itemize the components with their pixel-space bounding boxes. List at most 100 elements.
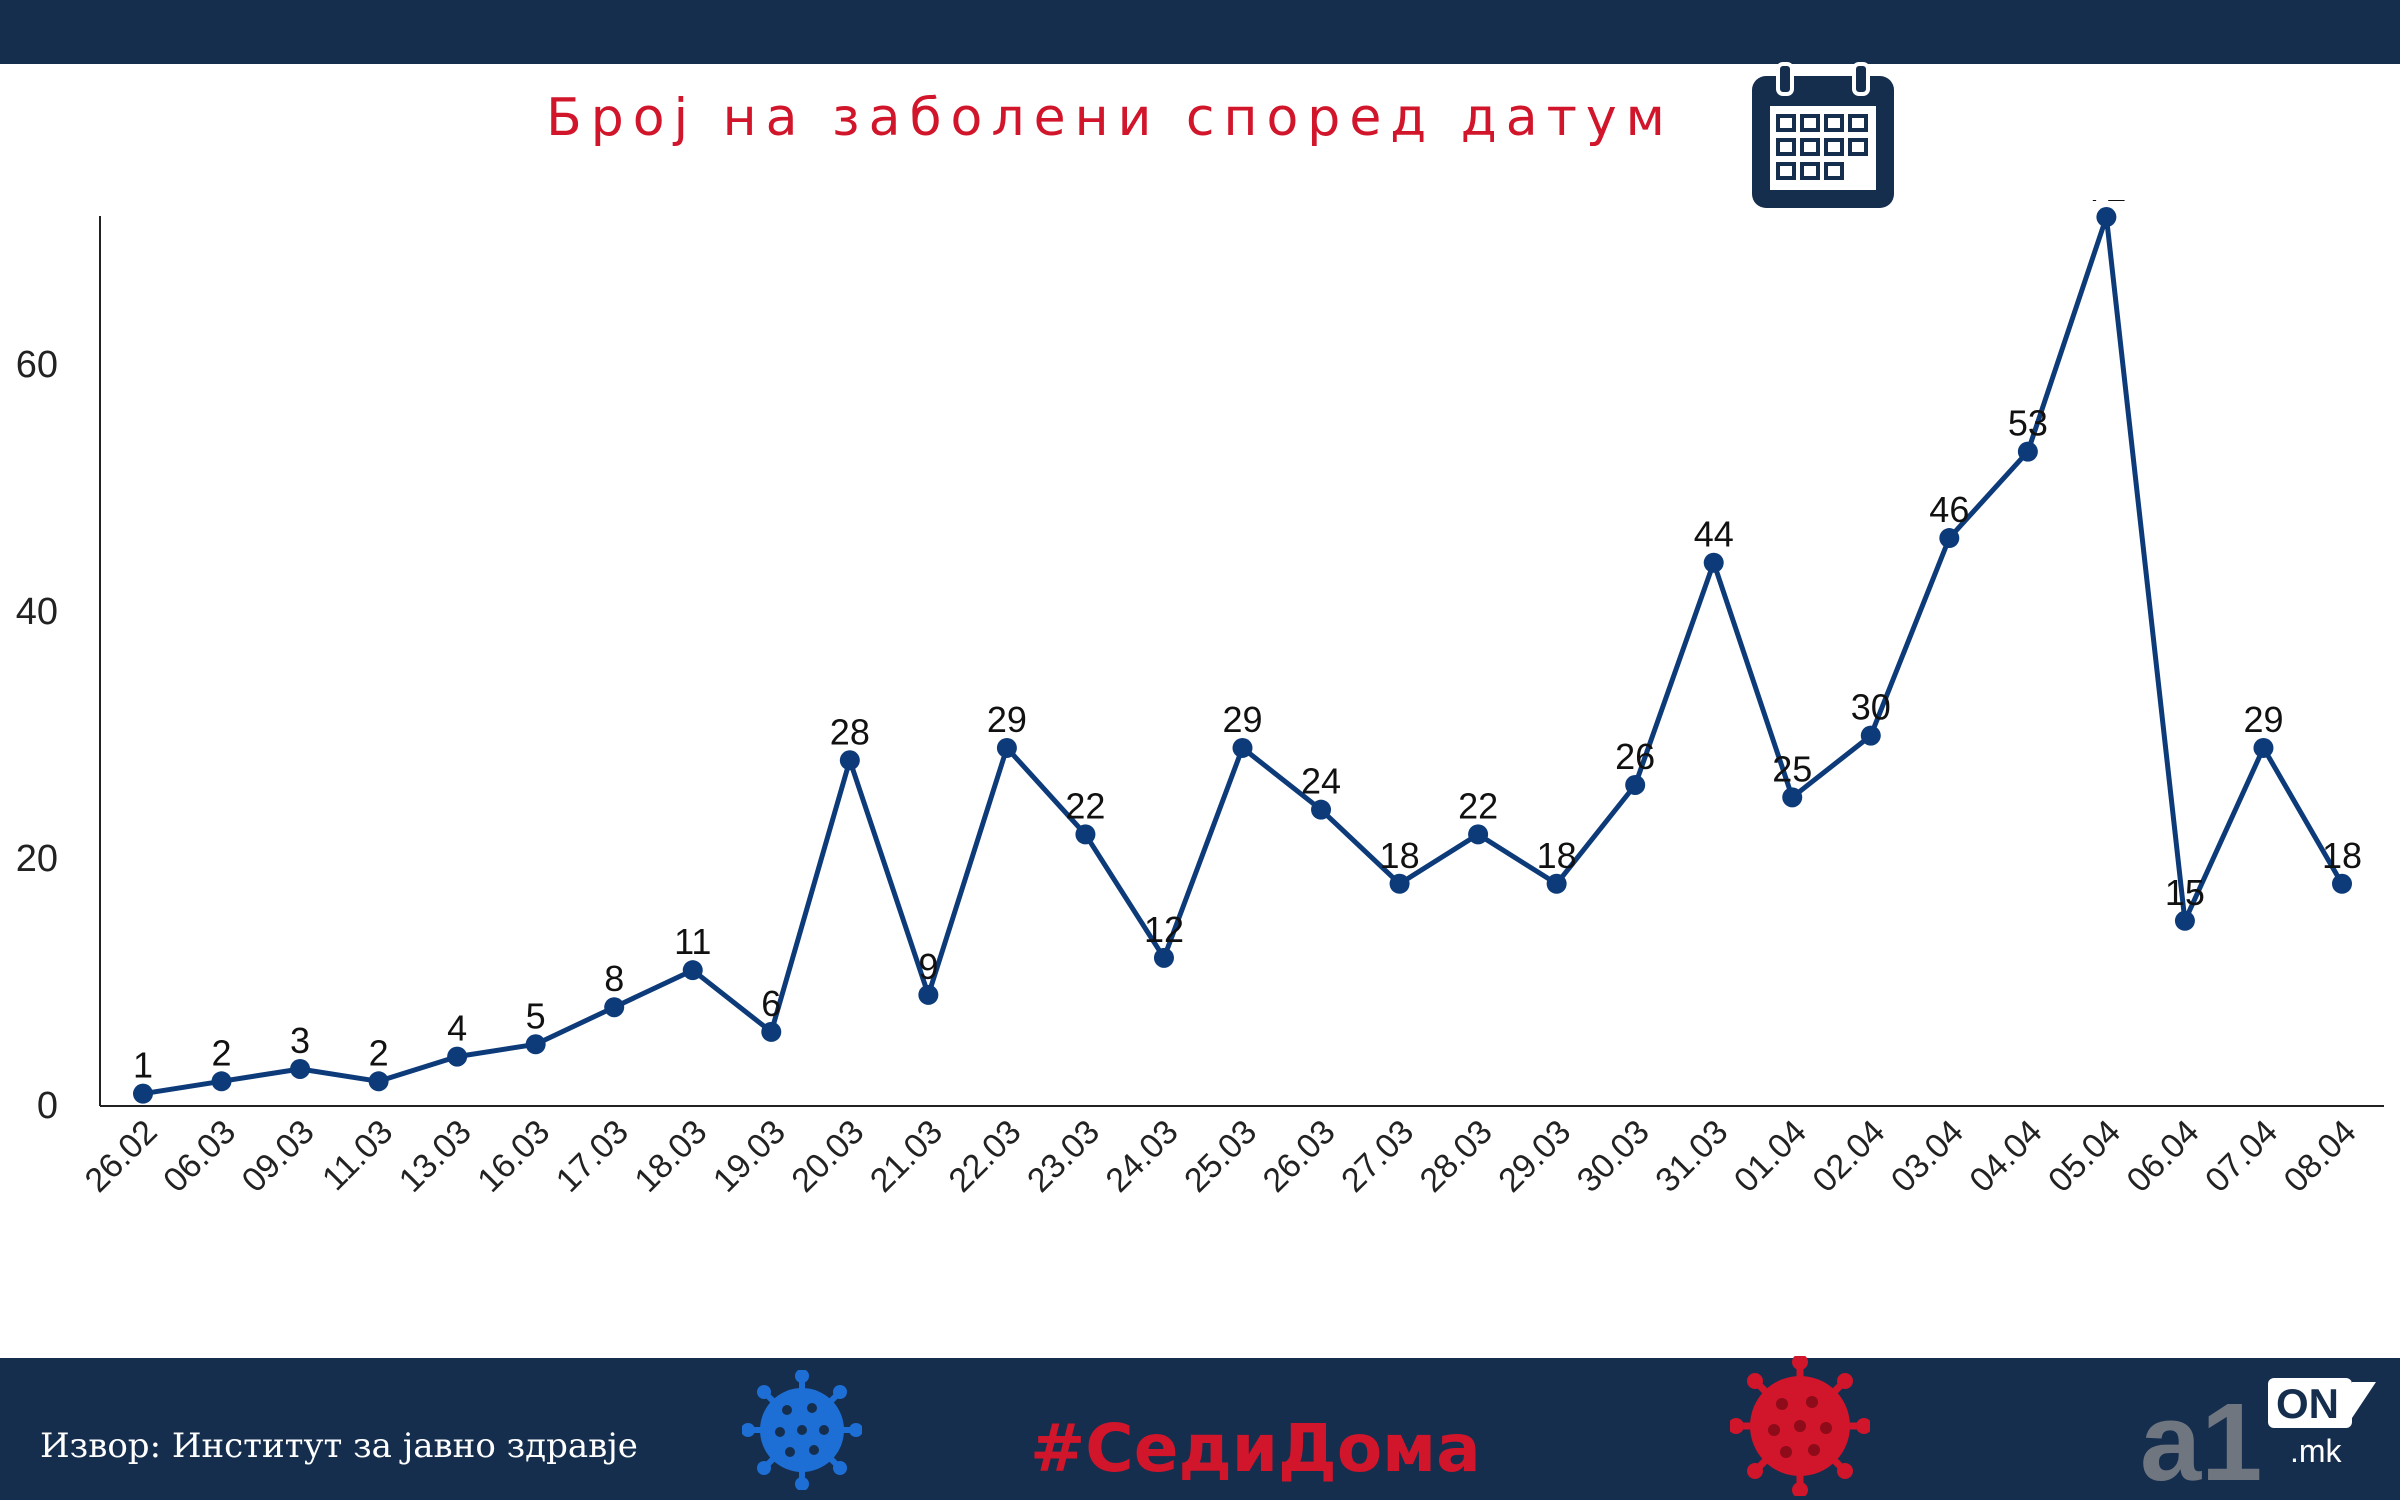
data-point bbox=[2332, 873, 2352, 894]
data-point bbox=[996, 737, 1017, 758]
data-point bbox=[133, 1083, 153, 1104]
data-label: 1 bbox=[133, 1045, 153, 1086]
x-tick-label: 21.03 bbox=[863, 1113, 950, 1200]
x-tick-label: 09.03 bbox=[235, 1113, 322, 1200]
x-tick-label: 18.03 bbox=[627, 1113, 714, 1200]
data-label: 29 bbox=[2243, 699, 2283, 740]
calendar-icon bbox=[1752, 62, 1894, 208]
data-point bbox=[1075, 824, 1096, 845]
x-tick-label: 31.03 bbox=[1648, 1113, 1735, 1200]
x-tick-label: 25.03 bbox=[1177, 1113, 1264, 1200]
logo-badge: ON bbox=[2276, 1380, 2339, 1427]
data-label: 25 bbox=[1772, 748, 1812, 789]
data-point bbox=[447, 1046, 468, 1067]
data-label: 18 bbox=[2322, 835, 2362, 876]
data-label: 26 bbox=[1615, 736, 1655, 777]
logo-domain: .mk bbox=[2290, 1433, 2343, 1469]
data-point bbox=[368, 1071, 389, 1092]
x-tick-label: 06.03 bbox=[156, 1113, 243, 1200]
x-tick-label: 28.03 bbox=[1413, 1113, 1500, 1200]
virus-icon-red bbox=[1730, 1356, 1870, 1496]
data-label: 6 bbox=[761, 983, 781, 1024]
data-point bbox=[918, 984, 939, 1005]
y-tick-label: 20 bbox=[16, 838, 58, 880]
data-point bbox=[604, 997, 625, 1018]
data-label: 30 bbox=[1851, 687, 1891, 728]
data-point bbox=[1311, 799, 1332, 820]
x-tick-label: 26.02 bbox=[78, 1113, 165, 1200]
x-tick-label: 19.03 bbox=[706, 1113, 793, 1200]
chart-title-wrap: Број на заболени според датум bbox=[0, 88, 2400, 148]
data-point bbox=[2096, 207, 2117, 228]
data-label: 18 bbox=[1380, 835, 1420, 876]
x-tick-label: 20.03 bbox=[784, 1113, 871, 1200]
hashtag-text: #СедиДома bbox=[1030, 1410, 1481, 1487]
data-point bbox=[1153, 947, 1174, 968]
chart-title: Број на заболени според датум bbox=[546, 88, 1674, 148]
data-point bbox=[1389, 873, 1410, 894]
data-label: 2 bbox=[212, 1032, 232, 1073]
logo-main: a1 bbox=[2140, 1381, 2262, 1488]
data-label: 24 bbox=[1301, 761, 1341, 802]
data-point bbox=[1625, 774, 1646, 795]
x-tick-label: 05.04 bbox=[2041, 1113, 2128, 1200]
top-bar bbox=[0, 0, 2400, 64]
data-point bbox=[1939, 528, 1960, 549]
data-label: 11 bbox=[674, 921, 711, 962]
data-label: 29 bbox=[987, 699, 1027, 740]
data-label: 44 bbox=[1694, 514, 1734, 555]
y-tick-label: 0 bbox=[37, 1085, 58, 1127]
x-tick-label: 24.03 bbox=[1099, 1113, 1186, 1200]
footer-bar bbox=[0, 1358, 2400, 1500]
x-tick-label: 11.03 bbox=[315, 1113, 400, 1198]
data-label: 5 bbox=[526, 995, 546, 1036]
data-point bbox=[2017, 441, 2038, 462]
data-label: 28 bbox=[830, 711, 870, 752]
x-tick-label: 03.04 bbox=[1884, 1113, 1971, 1200]
virus-icon-blue bbox=[742, 1370, 862, 1490]
data-label: 53 bbox=[2008, 403, 2048, 444]
data-point bbox=[839, 750, 860, 771]
data-point bbox=[1703, 552, 1724, 573]
data-label: 3 bbox=[290, 1020, 310, 1061]
data-label: 8 bbox=[604, 958, 624, 999]
series-line bbox=[142, 214, 2345, 1097]
data-label: 46 bbox=[1929, 489, 1969, 530]
x-tick-label: 29.03 bbox=[1491, 1113, 1578, 1200]
data-label: 72 bbox=[2086, 200, 2126, 209]
x-tick-label: 13.03 bbox=[392, 1113, 479, 1200]
x-tick-label: 01.04 bbox=[1727, 1113, 1814, 1200]
data-point bbox=[525, 1034, 546, 1055]
data-point bbox=[290, 1058, 311, 1079]
data-point bbox=[211, 1071, 232, 1092]
x-tick-label: 16.03 bbox=[470, 1113, 557, 1200]
x-tick-label: 17.03 bbox=[549, 1113, 636, 1200]
a1on-logo: a1 ON .mk bbox=[2140, 1378, 2376, 1488]
x-tick-label: 27.03 bbox=[1334, 1113, 1421, 1200]
data-point bbox=[1782, 787, 1803, 808]
data-label: 2 bbox=[369, 1032, 389, 1073]
data-point bbox=[2253, 737, 2274, 758]
source-text: Извор: Институт за јавно здравје bbox=[40, 1426, 638, 1466]
x-tick-label: 08.04 bbox=[2277, 1113, 2364, 1200]
data-label: 15 bbox=[2165, 872, 2205, 913]
data-point bbox=[1860, 725, 1881, 746]
data-point bbox=[761, 1021, 782, 1042]
data-label: 22 bbox=[1065, 785, 1105, 826]
data-point bbox=[1468, 824, 1489, 845]
data-label: 4 bbox=[447, 1008, 467, 1049]
y-tick-label: 40 bbox=[16, 591, 58, 633]
x-tick-label: 06.04 bbox=[2120, 1113, 2207, 1200]
x-tick-label: 07.04 bbox=[2198, 1113, 2285, 1200]
x-tick-label: 04.04 bbox=[1962, 1113, 2049, 1200]
x-tick-label: 26.03 bbox=[1256, 1113, 1343, 1200]
data-label: 29 bbox=[1222, 699, 1262, 740]
data-point bbox=[2174, 910, 2195, 931]
data-label: 18 bbox=[1537, 835, 1577, 876]
y-tick-label: 60 bbox=[16, 344, 58, 386]
data-label: 9 bbox=[918, 946, 938, 987]
x-tick-label: 02.04 bbox=[1805, 1113, 1892, 1200]
data-label: 12 bbox=[1144, 909, 1184, 950]
data-point bbox=[682, 960, 703, 981]
